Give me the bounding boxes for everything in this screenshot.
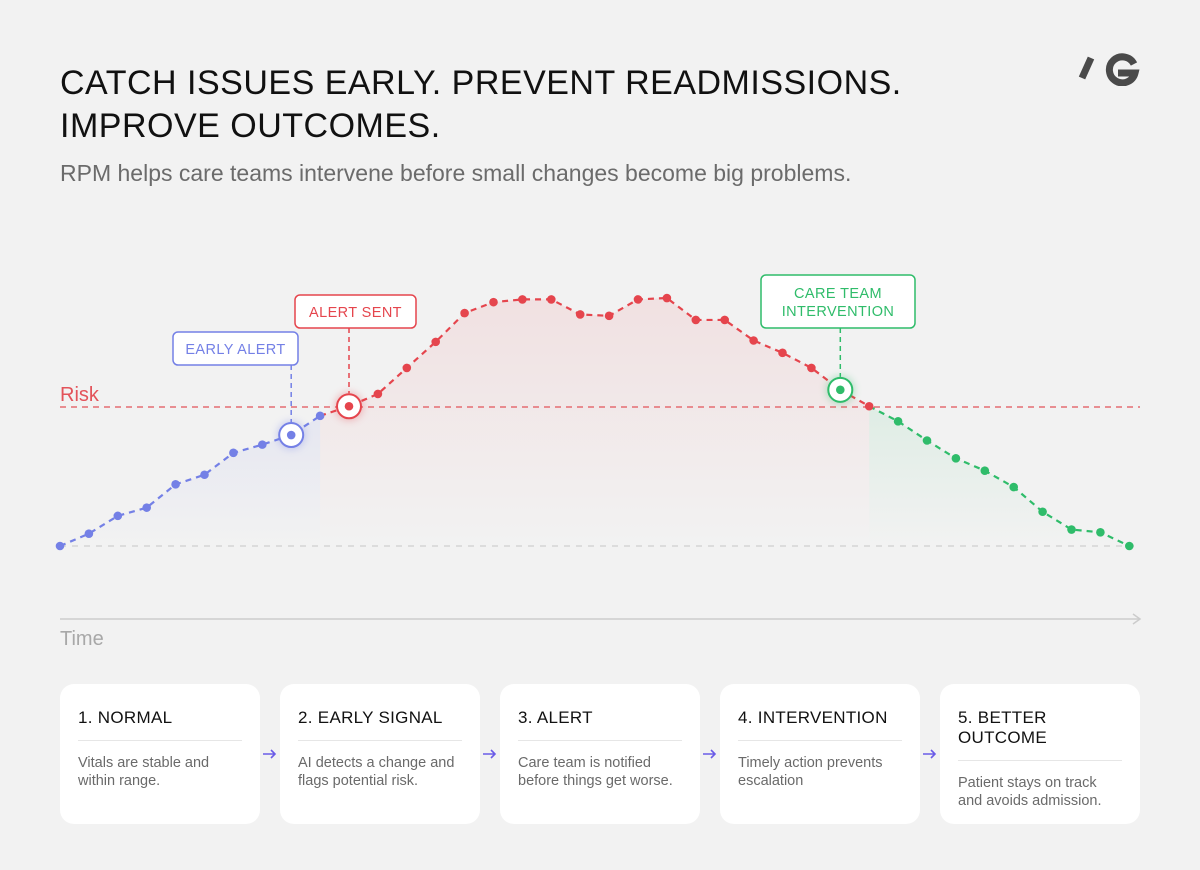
intervention-data-point xyxy=(1009,482,1018,492)
marker-2-label-line: ALERT SENT xyxy=(309,305,402,321)
marker-2-data-point xyxy=(344,401,354,411)
step-cards: 1. NORMAL Vitals are stable and within ra… xyxy=(60,684,1140,824)
normal-data-point xyxy=(315,411,325,421)
intervention-data-point xyxy=(1067,525,1076,534)
marker-3-data-point xyxy=(836,385,845,395)
step-card-description: Vitals are stable and within range. xyxy=(78,755,210,789)
intervention-area xyxy=(869,406,1130,546)
alert-data-point xyxy=(604,311,614,321)
step-card-description: Care team is notified before things get … xyxy=(518,755,673,789)
step-card-title: 1. NORMAL xyxy=(78,708,242,741)
time-axis-arrow-icon xyxy=(1132,613,1142,625)
normal-data-point xyxy=(55,541,65,551)
step-card-1: 1. NORMAL Vitals are stable and within ra… xyxy=(60,684,260,824)
marker-1-label-line: EARLY ALERT xyxy=(185,342,285,358)
step-card-description: Timely action prevents escalation xyxy=(738,755,883,789)
alert-data-point xyxy=(489,297,498,307)
intervention-data-point xyxy=(1096,528,1105,537)
risk-chart: Risk Time EARLY ALERT ALERT SENT CARE TEAM IN… xyxy=(55,274,1142,650)
alert-area xyxy=(320,298,870,546)
intervention-data-point xyxy=(893,417,903,426)
alert-data-point xyxy=(778,348,787,358)
title-line-2: IMPROVE OUTCOMES. xyxy=(60,107,441,145)
step-card-3: 3. ALERT Care team is notified before thi… xyxy=(500,684,700,824)
intervention-data-point xyxy=(980,466,990,475)
normal-area xyxy=(60,415,321,546)
step-card-title: 4. INTERVENTION xyxy=(738,708,902,741)
time-axis-label: Time xyxy=(60,628,104,650)
alert-series-line xyxy=(319,296,870,417)
intervention-series-line xyxy=(868,405,1130,547)
alert-data-point xyxy=(431,337,441,347)
step-card-description: AI detects a change and flags potential … xyxy=(298,755,455,789)
marker-3-label-line: CARE TEAM xyxy=(794,286,882,302)
intervention-data-point xyxy=(1038,507,1047,517)
page-subtitle: RPM helps care teams intervene before sm… xyxy=(60,160,852,186)
alert-data-point xyxy=(402,363,412,373)
alert-data-point xyxy=(633,295,643,304)
normal-data-point xyxy=(200,470,209,480)
alert-data-point xyxy=(807,363,816,373)
marker-2-label-box xyxy=(294,294,417,329)
normal-series-line xyxy=(59,414,321,548)
step-arrow-icon xyxy=(263,749,277,759)
risk-label: Risk xyxy=(60,384,100,406)
step-arrow-icon xyxy=(703,749,717,759)
page-title: CATCH ISSUES EARLY. PREVENT READMISSIONS… xyxy=(60,62,1020,148)
normal-data-point xyxy=(113,511,123,521)
brand-logo-icon xyxy=(1078,53,1140,86)
normal-data-point xyxy=(84,529,94,538)
intervention-data-point xyxy=(922,436,932,445)
step-card-title: 5. BETTER OUTCOME xyxy=(958,708,1122,761)
alert-data-point xyxy=(373,389,383,399)
marker-3-label-line: INTERVENTION xyxy=(782,304,895,320)
intervention-data-point xyxy=(951,454,961,463)
step-card-description: Patient stays on track and avoids admiss… xyxy=(958,775,1102,809)
alert-data-point xyxy=(720,315,729,325)
alert-data-point xyxy=(460,308,469,318)
intervention-data-point xyxy=(1125,541,1134,551)
alert-data-point xyxy=(547,295,556,304)
marker-1-data-point xyxy=(286,430,296,440)
step-card-5: 5. BETTER OUTCOME Patient stays on track … xyxy=(940,684,1140,824)
title-line-1: CATCH ISSUES EARLY. PREVENT READMISSIONS… xyxy=(60,64,902,102)
normal-data-point xyxy=(258,440,267,449)
alert-data-point xyxy=(691,315,701,325)
marker-1-label-box xyxy=(172,331,299,366)
step-card-2: 2. EARLY SIGNAL AI detects a change and f… xyxy=(280,684,480,824)
normal-data-point xyxy=(171,480,180,489)
step-card-title: 3. ALERT xyxy=(518,708,682,741)
marker-3-label-box xyxy=(760,274,916,329)
normal-data-point xyxy=(229,448,238,458)
step-arrow-icon xyxy=(923,749,937,759)
step-card-4: 4. INTERVENTION Timely action prevents es… xyxy=(720,684,920,824)
alert-data-point xyxy=(749,336,758,345)
normal-data-point xyxy=(142,503,151,512)
step-arrow-icon xyxy=(483,749,497,759)
step-card-title: 2. EARLY SIGNAL xyxy=(298,708,462,741)
alert-data-point xyxy=(518,295,527,304)
alert-data-point xyxy=(864,401,874,411)
alert-data-point xyxy=(662,293,672,303)
alert-data-point xyxy=(575,310,585,319)
